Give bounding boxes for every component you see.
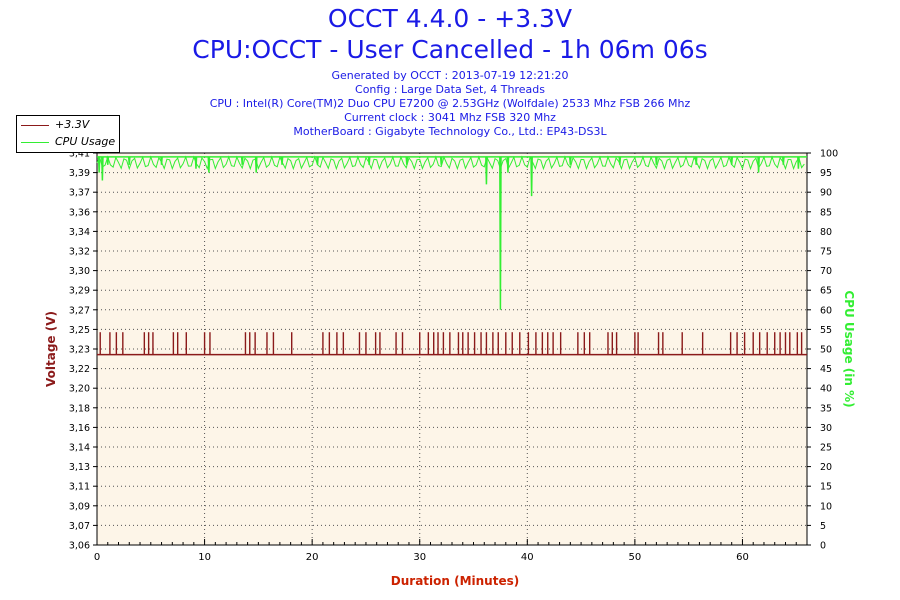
y-tick-label: 3,25 <box>69 325 90 336</box>
y-tick-label: 3,30 <box>69 266 90 277</box>
legend-label-voltage: +3.3V <box>55 118 90 131</box>
x-tick-label: 40 <box>521 552 534 563</box>
info-cpu: CPU : Intel(R) Core(TM)2 Duo CPU E7200 @… <box>209 97 691 110</box>
info-config: Config : Large Data Set, 4 Threads <box>355 83 545 96</box>
y-tick-label: 3,14 <box>69 443 90 454</box>
y-tick-label: 3,32 <box>69 247 90 258</box>
y-tick-label: 3,18 <box>69 403 90 414</box>
legend-item-cpu-usage: CPU Usage <box>17 134 119 150</box>
y2-tick-label: 95 <box>820 168 832 179</box>
chart-subtitle: CPU:OCCT - User Cancelled - 1h 06m 06s <box>192 35 708 64</box>
y2-tick-label: 0 <box>820 541 826 552</box>
y-tick-label: 3,13 <box>69 462 90 473</box>
info-clock: Current clock : 3041 Mhz FSB 320 Mhz <box>344 111 556 124</box>
y2-tick-label: 10 <box>820 501 832 512</box>
series-cpu-usage <box>96 155 807 310</box>
y2-tick-label: 75 <box>820 247 832 258</box>
y2-tick-label: 60 <box>820 305 832 316</box>
y2-tick-label: 15 <box>820 482 832 493</box>
y2-tick-label: 80 <box>820 227 832 238</box>
x-tick-label: 10 <box>198 552 211 563</box>
y2-tick-label: 30 <box>820 423 832 434</box>
x-tick-label: 50 <box>629 552 642 563</box>
y-tick-label: 3,29 <box>69 286 90 297</box>
y-tick-label: 3,22 <box>69 364 90 375</box>
y-tick-label: 3,06 <box>69 541 90 552</box>
y2-tick-label: 5 <box>820 521 826 532</box>
y-tick-label: 3,39 <box>69 168 90 179</box>
y2-tick-label: 55 <box>820 325 832 336</box>
legend-swatch-voltage <box>21 125 49 126</box>
x-tick-label: 60 <box>736 552 749 563</box>
y2-tick-label: 25 <box>820 443 832 454</box>
y2-tick-label: 20 <box>820 462 832 473</box>
legend-label-cpu-usage: CPU Usage <box>55 135 116 148</box>
y-tick-label: 3,23 <box>69 345 90 356</box>
cpu-usage-noise <box>96 155 805 171</box>
x-tick-label: 30 <box>413 552 426 563</box>
y-tick-label: 3,36 <box>69 207 90 218</box>
y2-tick-label: 50 <box>820 345 832 356</box>
y-tick-label: 3,34 <box>69 227 90 238</box>
legend: +3.3V CPU Usage <box>16 115 120 153</box>
x-tick-label: 20 <box>306 552 319 563</box>
y2-tick-label: 70 <box>820 266 832 277</box>
info-motherboard: MotherBoard : Gigabyte Technology Co., L… <box>293 125 607 138</box>
y-tick-label: 3,09 <box>69 501 90 512</box>
legend-item-voltage: +3.3V <box>17 117 119 133</box>
plot-area <box>97 153 807 545</box>
y-axis-label: Voltage (V) <box>44 311 58 387</box>
cpu-usage-line <box>97 156 807 310</box>
legend-swatch-cpu-usage <box>21 142 49 143</box>
y-tick-label: 3,20 <box>69 384 90 395</box>
y2-tick-label: 35 <box>820 403 832 414</box>
series-voltage <box>97 332 807 356</box>
info-generated: Generated by OCCT : 2013-07-19 12:21:20 <box>331 69 569 82</box>
y2-tick-label: 100 <box>820 149 838 160</box>
y-tick-label: 3,27 <box>69 305 90 316</box>
x-axis-label: Duration (Minutes) <box>391 574 519 588</box>
y-tick-label: 3,07 <box>69 521 90 532</box>
y-tick-label: 3,41 <box>69 149 90 160</box>
x-tick-label: 0 <box>94 552 100 563</box>
y-tick-label: 3,16 <box>69 423 90 434</box>
chart-title: OCCT 4.4.0 - +3.3V <box>327 4 573 33</box>
y-tick-label: 3,37 <box>69 188 90 199</box>
y2-tick-label: 65 <box>820 286 832 297</box>
y-tick-label: 3,11 <box>69 482 90 493</box>
y2-tick-label: 90 <box>820 188 832 199</box>
y2-tick-label: 85 <box>820 207 832 218</box>
y2-tick-label: 45 <box>820 364 832 375</box>
y2-tick-label: 40 <box>820 384 832 395</box>
y2-axis-label: CPU Usage (in %) <box>842 290 856 407</box>
